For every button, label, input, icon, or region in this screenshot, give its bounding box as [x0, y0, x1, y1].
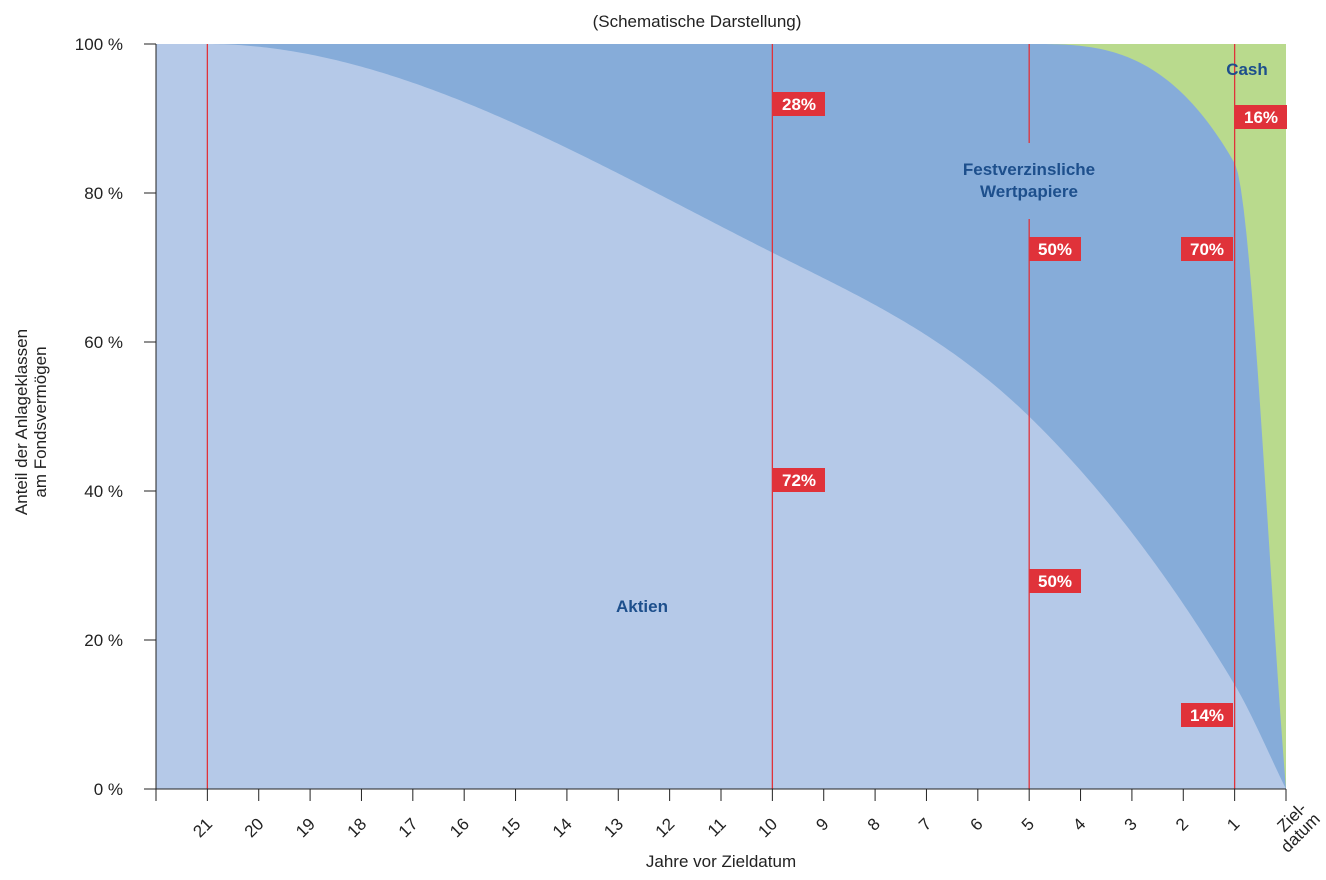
percentage-badges: 28% 72% 50% 50% 16% 70% 14%: [773, 92, 1287, 727]
percent-badge: [1029, 237, 1081, 261]
x-tick-label: 10: [754, 814, 781, 841]
y-axis-title-line: am Fondsvermögen: [31, 346, 50, 497]
area-equity: [156, 44, 1286, 789]
x-axis-title: Jahre vor Zieldatum: [646, 852, 796, 871]
percent-badge: [1029, 569, 1081, 593]
percent-badge-text: 70%: [1190, 240, 1224, 259]
y-tick-label: 60 %: [84, 333, 123, 352]
y-axis-title: Anteil der Anlageklassenam Fondsvermögen: [12, 329, 50, 515]
area-label-text: Aktien: [616, 597, 668, 616]
x-tick-label: 13: [600, 814, 627, 841]
x-tick-label: 6: [967, 814, 987, 834]
x-tick-label: 14: [549, 814, 576, 841]
x-tick-label: 12: [652, 814, 679, 841]
x-tick-label: 7: [915, 814, 935, 834]
x-tick-label: 2: [1172, 814, 1192, 834]
y-axis-title-text: Anteil der Anlageklassenam Fondsvermögen: [12, 329, 50, 515]
x-tick-label: 19: [292, 814, 319, 841]
y-tick-label: 40 %: [84, 482, 123, 501]
y-tick-label: 0 %: [94, 780, 123, 799]
stacked-areas: [156, 44, 1286, 789]
percent-badge: [1181, 703, 1233, 727]
x-tick-label: 1: [1223, 814, 1243, 834]
x-tick-label: 4: [1069, 814, 1089, 834]
percent-badge-text: 28%: [782, 95, 816, 114]
y-tick-label: 80 %: [84, 184, 123, 203]
x-tick-label: Ziel-datum: [1265, 797, 1324, 856]
percent-badge-text: 50%: [1038, 240, 1072, 259]
x-tick-label: 11: [704, 814, 730, 840]
chart-subtitle: (Schematische Darstellung): [593, 12, 802, 31]
area-label-line: Festverzinsliche: [963, 160, 1095, 179]
percent-badge-text: 72%: [782, 471, 816, 490]
percent-badge: [773, 92, 825, 116]
x-tick-label: 16: [446, 814, 473, 841]
x-tick-label: 17: [395, 814, 422, 841]
percent-badge: [1235, 105, 1287, 129]
y-axis-title-line: Anteil der Anlageklassen: [12, 329, 31, 515]
x-tick-label: 15: [498, 814, 525, 841]
area-label-line: Wertpapiere: [980, 182, 1078, 201]
y-tick-label: 100 %: [75, 35, 123, 54]
x-tick-label: 8: [864, 814, 884, 834]
reference-lines: [206, 44, 1236, 789]
percent-badge: [1181, 237, 1233, 261]
percent-badge-text: 16%: [1244, 108, 1278, 127]
area-label-line: Aktien: [616, 597, 668, 616]
area-label-text: Cash: [1226, 60, 1268, 79]
area-label-text: Festverzinsliche Wertpapiere: [963, 160, 1095, 201]
x-tick-label: 9: [812, 814, 832, 834]
x-tick-label: 3: [1121, 814, 1141, 834]
percent-badge: [773, 468, 825, 492]
x-tick-label: 18: [343, 814, 370, 841]
percent-badge-text: 50%: [1038, 572, 1072, 591]
x-tick-label: 21: [189, 814, 216, 841]
area-label-line: Cash: [1226, 60, 1268, 79]
y-tick-label: 20 %: [84, 631, 123, 650]
area-label-bg: [945, 143, 1113, 219]
area-labels: Aktien Festverzinsliche Wertpapiere Cash: [616, 60, 1268, 616]
x-tick-label: 20: [241, 814, 268, 841]
percent-badge-text: 14%: [1190, 706, 1224, 725]
x-tick-label: 5: [1018, 814, 1038, 834]
